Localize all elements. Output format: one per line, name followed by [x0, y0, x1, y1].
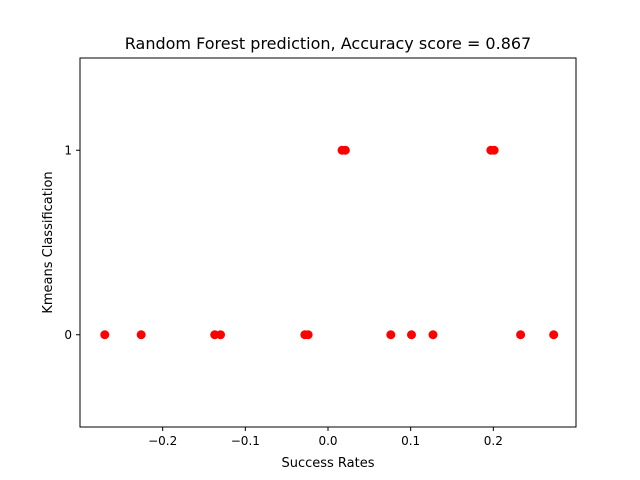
data-point	[516, 330, 526, 340]
data-point	[406, 330, 416, 340]
data-point	[428, 330, 438, 340]
x-tick-label: −0.2	[148, 434, 177, 448]
y-tick-label: 1	[64, 143, 72, 157]
data-point	[386, 330, 396, 340]
chart-title: Random Forest prediction, Accuracy score…	[125, 34, 531, 53]
plot-area: −0.2 −0.1 0.0 0.1 0.2 0 1	[64, 143, 559, 448]
data-point	[489, 145, 499, 155]
x-tick-label: −0.1	[231, 434, 260, 448]
data-point	[303, 330, 313, 340]
y-tick-label: 0	[64, 328, 72, 342]
x-axis-label: Success Rates	[281, 456, 374, 471]
data-point	[136, 330, 146, 340]
axes-frame	[79, 57, 577, 428]
data-point	[340, 145, 350, 155]
data-point	[549, 330, 559, 340]
x-tick-label: 0.2	[484, 434, 503, 448]
data-point	[100, 330, 110, 340]
x-tick-label: 0.1	[401, 434, 420, 448]
y-axis-label: Kmeans Classification	[41, 171, 56, 313]
data-point	[216, 330, 226, 340]
x-tick-label: 0.0	[318, 434, 337, 448]
